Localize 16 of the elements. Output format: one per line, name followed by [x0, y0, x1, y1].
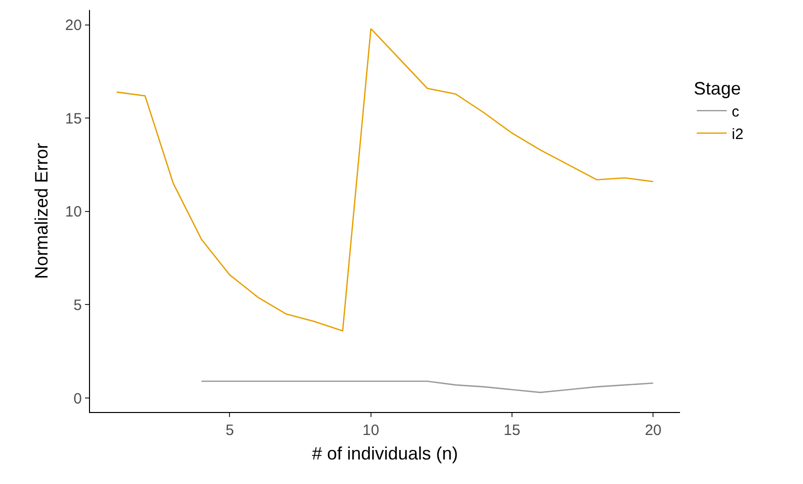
y-tick-label: 10 — [65, 204, 82, 221]
x-tick-label: 15 — [504, 422, 520, 440]
legend-title: Stage — [694, 78, 741, 98]
line-series — [116, 28, 654, 332]
x-axis-title: # of individuals (n) — [312, 443, 458, 464]
y-tick-label: 20 — [65, 17, 82, 34]
legend-label: c — [732, 104, 740, 120]
line-series — [200, 380, 654, 394]
legend-label: i2 — [732, 126, 744, 143]
y-tick-label: 15 — [65, 110, 82, 128]
y-axis-title: Normalized Error — [31, 142, 52, 280]
x-tick-label: 20 — [644, 422, 662, 440]
y-tick-label: 5 — [74, 296, 82, 314]
x-tick-label: 10 — [362, 422, 380, 440]
y-tick-label: 0 — [74, 390, 82, 408]
x-tick-label: 5 — [226, 422, 234, 440]
